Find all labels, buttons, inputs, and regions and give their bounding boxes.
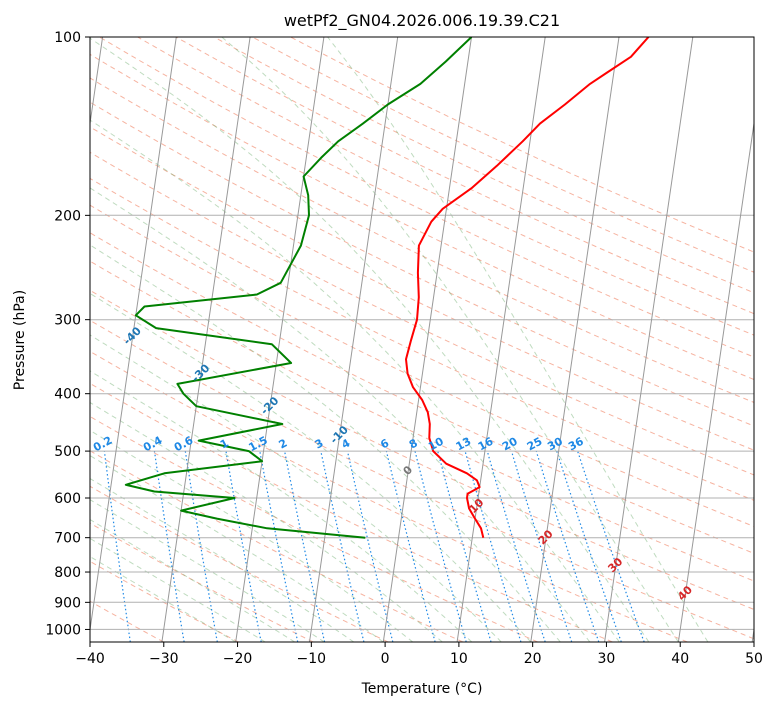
moist-adiabat — [221, 37, 679, 642]
moist-adiabat — [90, 370, 473, 642]
isotherms — [90, 37, 754, 642]
mixing-ratio-line — [535, 450, 600, 642]
x-tick-label: −30 — [149, 651, 179, 667]
dry-adiabat — [90, 289, 754, 611]
dry-adiabat — [90, 204, 754, 528]
moist-adiabat — [90, 537, 266, 642]
mixing-ratio-line — [486, 450, 546, 642]
mixing-ratio-label: 30 — [545, 435, 565, 454]
mixing-ratio-line — [464, 450, 522, 642]
moist-adiabat — [90, 401, 443, 642]
chart-title: wetPf2_GN04.2026.006.19.39.C21 — [284, 11, 560, 31]
mixing-ratio-line — [556, 450, 622, 642]
moist-adiabat — [327, 37, 709, 642]
y-tick-label: 300 — [54, 313, 81, 329]
dry-adiabat — [90, 415, 538, 642]
mixing-ratio-line — [510, 450, 573, 642]
mixing-ratio-line — [414, 450, 467, 642]
plot-frame — [89, 36, 755, 643]
dry-adiabat — [90, 350, 688, 642]
mixing-ratio-line — [320, 450, 365, 642]
pressure-gridlines — [90, 37, 754, 630]
isotherm — [161, 37, 251, 642]
y-tick-label: 900 — [54, 595, 81, 611]
dry-adiabat — [90, 485, 389, 642]
moist-adiabat — [90, 555, 236, 642]
mixing-ratio-label: 10 — [426, 435, 446, 454]
dry-adiabat — [90, 260, 754, 582]
moist-adiabats — [90, 37, 709, 642]
isotherm — [309, 37, 399, 642]
dry-adiabat — [99, 37, 754, 358]
moist-adiabat — [90, 187, 591, 642]
x-tick-label: 10 — [450, 651, 468, 667]
y-tick-label: 100 — [54, 30, 81, 46]
plot-area: -100-90-80-70-60-50-40-30-20-10010203040… — [90, 37, 754, 642]
mixing-ratio-line — [153, 451, 185, 642]
dry-adiabat — [90, 522, 314, 642]
y-axis: 100 200 300 400 500 600 700 800 900 1000 — [45, 30, 90, 638]
y-tick-label: 700 — [54, 531, 81, 547]
x-tick-label: −10 — [297, 651, 327, 667]
mixing-ratio-line — [259, 450, 299, 642]
dry-adiabat — [90, 151, 754, 476]
isotherm — [382, 37, 472, 642]
moist-adiabat — [90, 292, 532, 642]
y-axis-label: Pressure (hPa) — [12, 290, 28, 390]
sounding-series — [124, 37, 650, 539]
x-tick-label: 40 — [671, 651, 689, 667]
mixing-ratio-label: 20 — [500, 435, 520, 454]
moist-adiabat — [90, 477, 355, 642]
mixing-ratio-line — [385, 450, 436, 642]
isotherm — [90, 37, 177, 634]
dry-adiabat — [175, 37, 754, 315]
y-tick-label: 800 — [54, 565, 81, 581]
x-tick-label: 0 — [381, 651, 390, 667]
dry-adiabat — [90, 450, 464, 642]
moist-adiabat — [90, 119, 620, 642]
x-axis: −40 −30 −20 −10 0 10 20 30 40 50 — [75, 642, 763, 667]
x-tick-label: −20 — [223, 651, 253, 667]
moist-adiabat — [90, 455, 384, 642]
mixing-ratio-label: 13 — [454, 435, 474, 454]
isotherm — [604, 37, 694, 642]
temperature-line — [405, 37, 650, 538]
y-tick-label: 500 — [54, 444, 81, 460]
isotherm — [456, 37, 546, 642]
x-tick-label: 30 — [598, 651, 616, 667]
isotherm — [677, 119, 754, 642]
dry-adiabat — [90, 177, 754, 501]
moist-adiabat — [90, 334, 502, 642]
mixing-ratio-line — [577, 450, 645, 642]
mixing-ratio-label: 36 — [566, 435, 586, 454]
dry-adiabat — [90, 101, 754, 427]
dry-adiabat — [90, 77, 754, 403]
mixing-ratio-label: 16 — [476, 435, 496, 454]
isotherm — [235, 37, 325, 642]
x-axis-label: Temperature (°C) — [361, 681, 483, 697]
x-tick-label: −40 — [75, 651, 105, 667]
moist-adiabat — [90, 244, 561, 642]
isotherm — [530, 37, 620, 642]
x-tick-label: 50 — [745, 651, 763, 667]
y-tick-label: 1000 — [45, 622, 81, 638]
y-tick-label: 200 — [54, 208, 81, 224]
y-tick-label: 600 — [54, 491, 81, 507]
dewpoint-line — [124, 37, 473, 539]
mixing-ratio-lines — [103, 450, 645, 642]
mixing-ratio-label: 25 — [525, 435, 545, 454]
mixing-ratio-line — [284, 450, 326, 642]
y-tick-label: 400 — [54, 387, 81, 403]
x-tick-label: 20 — [524, 651, 542, 667]
